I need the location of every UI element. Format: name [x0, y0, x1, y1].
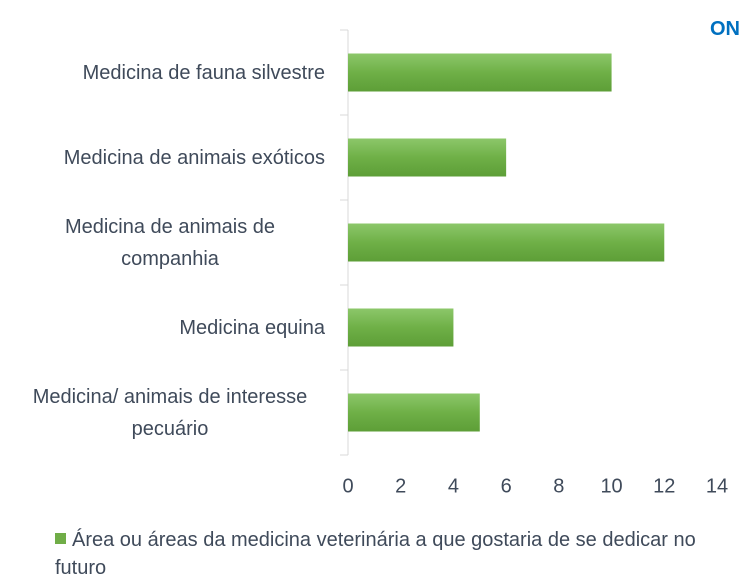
annotation: ON	[710, 18, 740, 40]
x-tick-label: 0	[342, 475, 353, 497]
x-tick-label: 8	[553, 475, 564, 497]
y-tick-label: Medicina de animais de companhia	[64, 215, 276, 270]
bar	[348, 53, 612, 92]
bar	[348, 393, 480, 432]
y-tick-label: Medicina equina	[179, 316, 325, 339]
y-tick-label: Medicina de animais exóticos	[63, 146, 325, 169]
x-tick-label: 6	[501, 475, 512, 497]
legend-label: Área ou áreas da medicina veterinária a …	[55, 529, 696, 579]
x-tick-label: 12	[653, 475, 675, 497]
x-tick-label: 10	[600, 475, 622, 497]
x-tick-label: 4	[448, 475, 459, 497]
bar	[348, 308, 454, 347]
y-tick-label: Medicina de fauna silvestre	[82, 61, 325, 84]
x-tick-label: 2	[395, 475, 406, 497]
bar	[348, 223, 665, 262]
bar	[348, 138, 507, 177]
x-tick-label: 14	[706, 475, 728, 497]
legend: Área ou áreas da medicina veterinária a …	[55, 526, 735, 579]
y-tick-label: Medicina/ animais de interesse pecuário	[32, 385, 308, 440]
legend-key	[55, 533, 66, 544]
